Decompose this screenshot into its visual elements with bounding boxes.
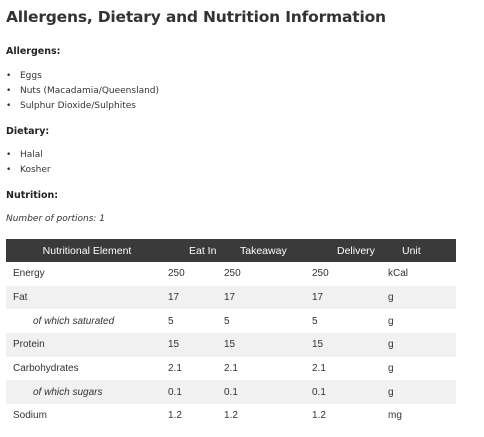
cell-element: Energy <box>13 268 45 280</box>
cell-delivery: 1.2 <box>312 410 326 422</box>
column-header: Eat In <box>168 239 224 262</box>
cell-takeaway: 5 <box>224 315 230 327</box>
list-item: • Sulphur Dioxide/Sulphites <box>6 99 159 114</box>
list-item: • Halal <box>6 148 51 163</box>
cell-eat-in: 1.2 <box>168 410 182 422</box>
bullet-icon: • <box>6 86 12 96</box>
allergens-heading: Allergens: <box>6 46 61 57</box>
allergen-label: Nuts (Macadamia/Queensland) <box>20 86 160 96</box>
table-row: Protein 15 15 15 g <box>6 333 456 357</box>
cell-delivery: 2.1 <box>312 363 326 375</box>
cell-unit: g <box>388 380 456 405</box>
cell-element: Fat <box>6 285 168 310</box>
table-row: Fat 17 17 17 g <box>6 285 456 310</box>
bullet-icon: • <box>6 165 12 175</box>
cell-unit: g <box>388 333 456 357</box>
cell-delivery: 5 <box>312 315 318 327</box>
bullet-icon: • <box>6 150 12 160</box>
table-row: Carbohydrates 2.1 2.1 2.1 g <box>6 357 456 381</box>
cell-eat-in: 17 <box>168 285 224 310</box>
list-item: • Kosher <box>6 163 51 178</box>
table-row: Sodium 1.2 1.2 1.2 mg <box>6 404 456 428</box>
allergen-label: Eggs <box>20 71 42 81</box>
dietary-heading: Dietary: <box>6 126 50 137</box>
cell-unit: g <box>388 363 394 375</box>
list-item: • Eggs <box>6 69 159 84</box>
bullet-icon: • <box>6 101 12 111</box>
page-title: Allergens, Dietary and Nutrition Informa… <box>6 8 386 26</box>
dietary-list: • Halal • Kosher <box>6 148 51 178</box>
cell-takeaway: 0.1 <box>224 380 312 405</box>
cell-unit: g <box>388 285 456 310</box>
cell-eat-in: 0.1 <box>168 380 224 405</box>
cell-element: of which sugars <box>6 380 168 405</box>
table-header-row: Nutritional Element Eat In Takeaway Deli… <box>6 239 456 262</box>
cell-element: Protein <box>6 333 168 357</box>
dietary-label: Halal <box>20 150 43 160</box>
cell-eat-in: 2.1 <box>168 363 182 375</box>
dietary-label: Kosher <box>20 165 51 175</box>
cell-takeaway: 1.2 <box>224 410 238 422</box>
cell-delivery: 15 <box>312 333 388 357</box>
allergen-label: Sulphur Dioxide/Sulphites <box>20 101 136 111</box>
cell-delivery: 17 <box>312 285 388 310</box>
column-header: Unit <box>388 239 456 262</box>
cell-unit: mg <box>388 410 402 422</box>
nutrition-table: Nutritional Element Eat In Takeaway Deli… <box>6 239 456 428</box>
cell-element: Sodium <box>13 410 47 422</box>
column-header: Takeaway <box>224 239 312 262</box>
cell-element: of which saturated <box>33 315 115 327</box>
cell-delivery: 250 <box>312 268 329 280</box>
cell-takeaway: 2.1 <box>224 363 238 375</box>
table-row: Energy 250 250 250 kCal <box>6 262 456 286</box>
cell-element: Carbohydrates <box>13 363 79 375</box>
cell-unit: g <box>388 315 394 327</box>
cell-delivery: 0.1 <box>312 380 388 405</box>
bullet-icon: • <box>6 71 12 81</box>
column-header: Nutritional Element <box>6 239 168 262</box>
cell-takeaway: 17 <box>224 285 312 310</box>
nutrition-heading: Nutrition: <box>6 190 59 201</box>
cell-eat-in: 250 <box>168 268 185 280</box>
cell-unit: kCal <box>388 268 409 280</box>
cell-takeaway: 250 <box>224 268 241 280</box>
cell-eat-in: 15 <box>168 333 224 357</box>
allergens-list: • Eggs • Nuts (Macadamia/Queensland) • Sulp… <box>6 69 159 114</box>
column-header: Delivery <box>312 239 388 262</box>
list-item: • Nuts (Macadamia/Queensland) <box>6 84 159 99</box>
table-row: of which sugars 0.1 0.1 0.1 g <box>6 380 456 405</box>
cell-takeaway: 15 <box>224 333 312 357</box>
table-row: of which saturated 5 5 5 g <box>6 309 456 333</box>
cell-eat-in: 5 <box>168 315 174 327</box>
portions-note: Number of portions: 1 <box>6 214 106 224</box>
